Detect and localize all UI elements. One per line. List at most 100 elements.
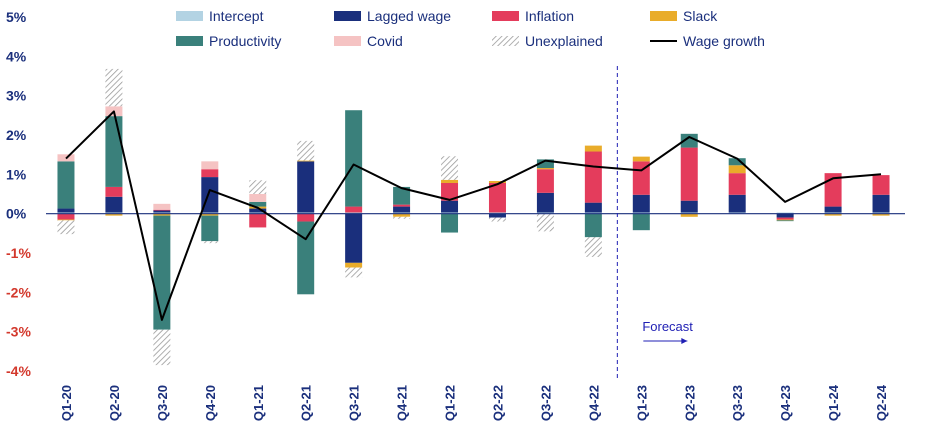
bar-segment-unexplained (488, 217, 506, 222)
bar-segment-lagged-wage (872, 194, 890, 213)
y-tick-label: 5% (6, 9, 27, 25)
bar-segment-productivity (249, 201, 267, 207)
bar-segment-inflation (297, 213, 315, 222)
bar-segment-inflation (153, 209, 171, 211)
forecast-label: Forecast (642, 319, 693, 334)
bar-segment-inflation (441, 182, 459, 201)
x-tick-label: Q3-23 (730, 385, 745, 421)
bar-segment-lagged-wage (824, 206, 842, 213)
bar-segment-lagged-wage (776, 213, 794, 218)
legend-swatch (650, 11, 677, 21)
bar-segment-unexplained (249, 180, 267, 194)
bar-segment-unexplained (441, 156, 459, 180)
bar-segment-unexplained (584, 237, 602, 257)
x-tick-label: Q4-20 (203, 385, 218, 421)
bar-segment-unexplained (536, 213, 554, 232)
bar-segment-slack (153, 213, 171, 216)
y-tick-label: -3% (6, 324, 31, 340)
legend: Intercept Lagged wage Inflation Slack Produc… (176, 8, 765, 49)
legend-label: Wage growth (683, 33, 765, 49)
bar-segment-unexplained (393, 216, 411, 219)
legend-item-covid: Covid (334, 33, 403, 49)
bar-segment-inflation (584, 151, 602, 203)
legend-label: Inflation (525, 8, 574, 24)
y-tick-label: 2% (6, 127, 27, 143)
bar-segment-inflation (345, 206, 363, 213)
bar-segment-slack (680, 213, 698, 217)
bar-segment-inflation (488, 182, 506, 213)
bar-segment-slack (536, 168, 554, 170)
bar-segment-inflation (57, 213, 75, 220)
x-tick-label: Q1-23 (634, 385, 649, 421)
x-tick-label: Q4-21 (395, 385, 410, 421)
bar-segment-lagged-wage (249, 208, 267, 213)
bar-segment-lagged-wage (297, 161, 315, 213)
y-tick-label: -4% (6, 363, 31, 379)
x-tick-label: Q2-24 (874, 384, 889, 421)
x-tick-label: Q1-21 (251, 385, 266, 421)
legend-item-lagged-wage: Lagged wage (334, 8, 451, 24)
bar-segment-slack (297, 160, 315, 162)
legend-swatch (492, 11, 519, 21)
x-tick-label: Q1-22 (443, 385, 458, 421)
legend-label: Intercept (209, 8, 264, 24)
legend-item-unexplained: Unexplained (492, 33, 603, 49)
bar-segment-covid (249, 194, 267, 202)
y-tick-label: -2% (6, 284, 31, 300)
bar-segment-slack (393, 213, 411, 217)
forecast-group: Forecast (616, 66, 693, 380)
legend-label: Covid (367, 33, 403, 49)
x-tick-label: Q2-21 (299, 385, 314, 421)
bar-segment-productivity (584, 213, 602, 238)
bar-segment-inflation (728, 173, 746, 195)
x-tick-label: Q2-22 (490, 385, 505, 421)
bar-segment-lagged-wage (393, 206, 411, 213)
legend-item-slack: Slack (650, 8, 718, 24)
bar-segment-inflation (105, 186, 123, 197)
legend-item-wage-growth: Wage growth (650, 33, 765, 49)
bar-segment-lagged-wage (57, 208, 75, 213)
wage-growth-line-group (65, 110, 882, 321)
bar-segment-productivity (345, 110, 363, 207)
x-tick-label: Q2-20 (107, 385, 122, 421)
bar-segment-lagged-wage (584, 202, 602, 213)
legend-label: Productivity (209, 33, 281, 49)
bar-segment-inflation (201, 169, 219, 178)
legend-item-intercept: Intercept (176, 8, 264, 24)
y-tick-label: 1% (6, 166, 27, 182)
x-tick-label: Q1-24 (826, 384, 841, 421)
bar-segment-covid (153, 203, 171, 210)
y-axis: 5% 4% 3% 2% 1% 0% -1% -2% -3% -4% (6, 9, 31, 379)
bar-segment-slack (776, 219, 794, 221)
y-tick-label: 3% (6, 88, 27, 104)
bar-segment-productivity (57, 161, 75, 209)
legend-label: Unexplained (525, 33, 603, 49)
y-tick-label: 4% (6, 48, 27, 64)
bar-segment-lagged-wage (345, 213, 363, 263)
bar-segment-slack (488, 181, 506, 183)
bar-segment-unexplained (297, 140, 315, 161)
legend-item-inflation: Inflation (492, 8, 574, 24)
bar-segment-slack (728, 165, 746, 174)
x-tick-label: Q3-20 (155, 385, 170, 421)
bar-segment-lagged-wage (488, 213, 506, 218)
bar-segment-productivity (153, 215, 171, 330)
x-tick-label: Q4-23 (778, 385, 793, 421)
bar-segment-unexplained (153, 329, 171, 366)
x-tick-label: Q2-23 (682, 385, 697, 421)
bar-segment-lagged-wage (536, 192, 554, 213)
bar-segment-slack (824, 213, 842, 216)
bar-segment-lagged-wage (680, 200, 698, 213)
legend-swatch (176, 11, 203, 21)
bar-segment-slack (105, 213, 123, 216)
legend-swatch (334, 11, 361, 21)
bar-segment-slack (632, 156, 650, 162)
legend-item-productivity: Productivity (176, 33, 281, 49)
legend-swatch (176, 36, 203, 46)
bar-segment-lagged-wage (728, 194, 746, 213)
bar-segment-unexplained (345, 267, 363, 278)
x-tick-label: Q3-22 (538, 385, 553, 421)
legend-label: Slack (683, 8, 718, 24)
bar-segment-productivity (297, 221, 315, 295)
